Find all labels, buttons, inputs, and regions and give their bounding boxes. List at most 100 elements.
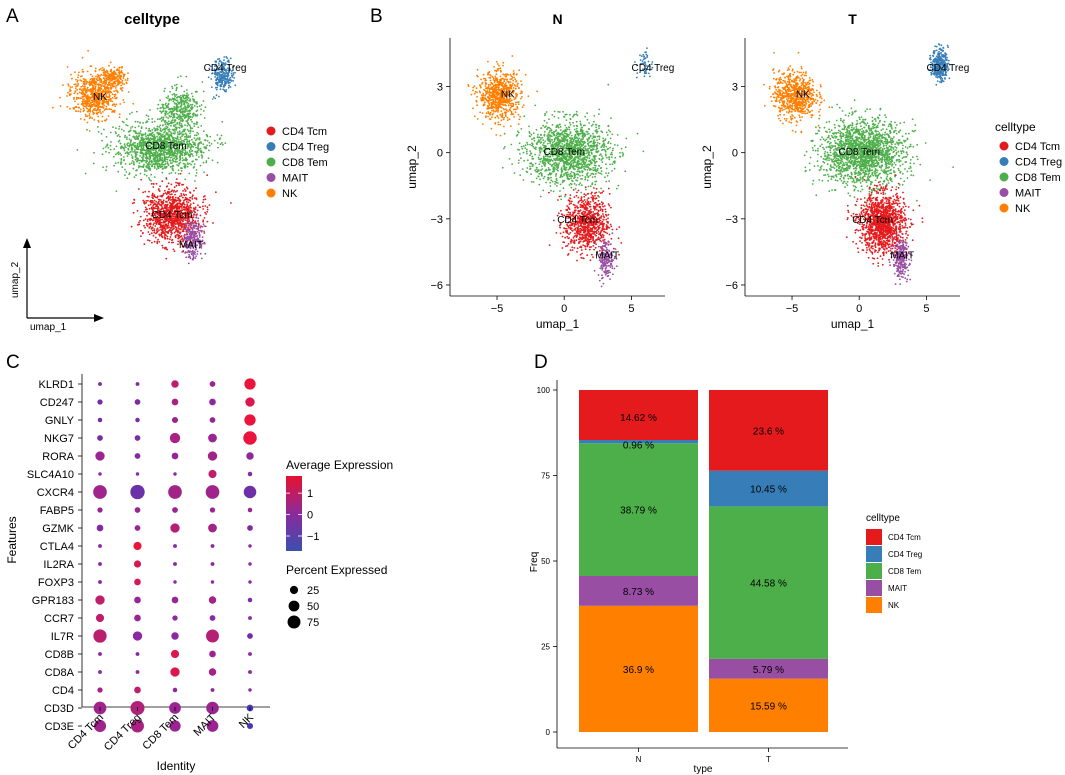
panel-a-point <box>96 109 98 111</box>
panel-a-point <box>153 231 156 234</box>
panel-a-point <box>210 78 213 80</box>
panel-a-point <box>114 131 117 133</box>
panel-a-point <box>165 207 168 210</box>
panel-a-point <box>209 135 212 138</box>
panel-a-point <box>165 205 168 208</box>
panel-a-point <box>189 200 192 202</box>
panel-a-point <box>153 195 156 198</box>
panel-a-point <box>106 78 109 81</box>
panel-a-point <box>169 166 172 168</box>
panel-a-point <box>108 108 110 110</box>
panel-a-point <box>198 138 201 141</box>
panel-b-point <box>520 83 523 86</box>
panel-a-point <box>159 156 161 158</box>
panel-a-point <box>189 191 191 194</box>
panel-a-point <box>191 107 194 110</box>
panel-a-point <box>223 59 225 61</box>
panel-a-point <box>120 154 123 157</box>
panel-a-point <box>169 152 172 155</box>
panel-a-point <box>91 110 94 112</box>
panel-a-point <box>216 134 219 136</box>
panel-a-point <box>158 136 161 138</box>
panel-a-point <box>186 187 189 190</box>
panel-a-point <box>129 143 132 145</box>
panel-a-point <box>193 236 196 238</box>
panel-a-point <box>126 151 128 153</box>
panel-a-point <box>163 232 166 235</box>
panel-a-point <box>174 123 177 126</box>
panel-a-point <box>189 223 192 226</box>
panel-a-point <box>139 155 142 157</box>
panel-a-point <box>202 220 205 223</box>
panel-a-point <box>190 234 192 236</box>
panel-a-point <box>116 82 119 85</box>
panel-a-point <box>151 129 154 131</box>
panel-b-point <box>502 118 505 121</box>
panel-a-point <box>195 174 197 177</box>
panel-a-point <box>173 128 176 131</box>
panel-a-point <box>196 147 199 150</box>
panel-a-point <box>221 120 224 123</box>
panel-a-cluster-label: CD4 Tcm <box>152 210 193 221</box>
panel-a-point <box>131 125 134 128</box>
panel-a-point <box>225 89 228 91</box>
panel-a-point <box>160 165 163 168</box>
panel-a-point <box>212 222 214 224</box>
panel-a-point <box>124 152 127 155</box>
panel-a-point <box>186 125 189 127</box>
panel-a-point <box>97 121 100 123</box>
panel-b-point <box>492 112 494 115</box>
panel-a-point <box>147 204 150 207</box>
panel-a-point <box>94 70 97 73</box>
panel-a-point <box>154 156 157 159</box>
panel-a-point <box>140 146 143 149</box>
panel-a-point <box>173 125 176 127</box>
panel-a-point <box>215 88 218 91</box>
panel-a-point <box>184 190 187 192</box>
panel-b-point <box>470 93 473 96</box>
panel-a-point <box>188 109 191 112</box>
panel-a-point <box>94 67 97 70</box>
panel-a-point <box>77 110 80 113</box>
panel-b-point <box>514 97 517 100</box>
panel-a-point <box>174 152 177 155</box>
panel-a-point <box>125 171 128 173</box>
panel-a-point <box>130 127 132 129</box>
panel-a-point <box>185 137 188 139</box>
panel-a-point <box>148 177 150 179</box>
panel-a-point <box>186 140 189 143</box>
panel-b-point <box>481 99 484 102</box>
panel-a-point <box>173 106 176 108</box>
panel-a-point <box>156 118 159 121</box>
panel-a-point <box>147 231 150 233</box>
panel-a-point <box>105 145 108 147</box>
panel-a-point <box>136 210 139 212</box>
panel-a-point <box>132 167 135 170</box>
panel-a-point <box>192 194 194 197</box>
panel-a-point <box>109 84 112 87</box>
panel-a-point <box>134 126 137 129</box>
panel-a-point <box>93 85 95 87</box>
panel-b-point <box>472 86 475 89</box>
panel-a-point <box>131 156 134 159</box>
panel-a-point <box>170 156 173 159</box>
panel-a-point <box>187 224 190 227</box>
panel-a-point <box>91 88 93 91</box>
panel-b-point <box>510 105 513 108</box>
panel-b-point <box>489 79 492 82</box>
panel-a-point <box>84 113 87 116</box>
panel-a-legend-label: CD4 Treg <box>282 142 329 154</box>
panel-a-point <box>142 199 145 202</box>
panel-a-point <box>176 113 179 116</box>
panel-a-point <box>140 149 143 152</box>
panel-a-point <box>110 82 112 85</box>
panel-b-point <box>518 87 520 90</box>
panel-a-point <box>222 88 225 91</box>
panel-a-point <box>167 133 169 136</box>
panel-b-point <box>478 90 481 93</box>
panel-a-point <box>174 235 177 238</box>
panel-a-point <box>74 87 77 90</box>
panel-a-point <box>160 163 163 166</box>
panel-a-point <box>227 81 229 83</box>
panel-b-point <box>476 104 478 107</box>
